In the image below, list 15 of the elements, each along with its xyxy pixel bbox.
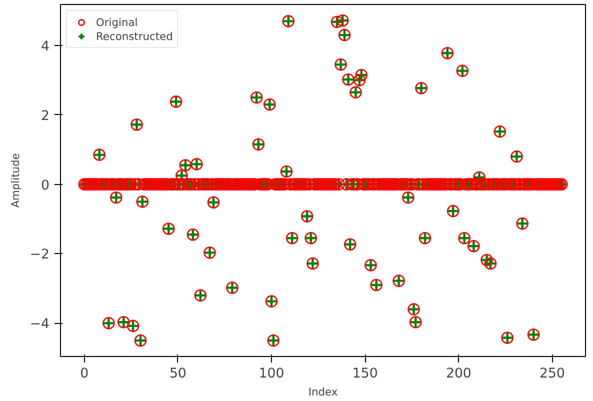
- x-tick-label: 200: [446, 366, 472, 382]
- y-tick-label: 2: [41, 108, 50, 124]
- y-tick-label: −2: [30, 248, 50, 263]
- y-tick-label: −4: [30, 317, 50, 332]
- x-tick-label: 50: [169, 366, 186, 382]
- x-tick-label: 100: [258, 366, 284, 382]
- x-tick-label: 150: [352, 366, 378, 382]
- x-tick-label: 250: [540, 366, 566, 382]
- y-tick-label: 4: [41, 39, 50, 54]
- legend-label: Reconstructed: [96, 29, 173, 43]
- legend-label: Original: [96, 15, 138, 29]
- x-axis-title: Index: [308, 386, 338, 398]
- x-tick-label: 0: [80, 366, 89, 382]
- y-axis-title: Amplitude: [8, 153, 22, 208]
- y-tick-label: 0: [41, 178, 50, 194]
